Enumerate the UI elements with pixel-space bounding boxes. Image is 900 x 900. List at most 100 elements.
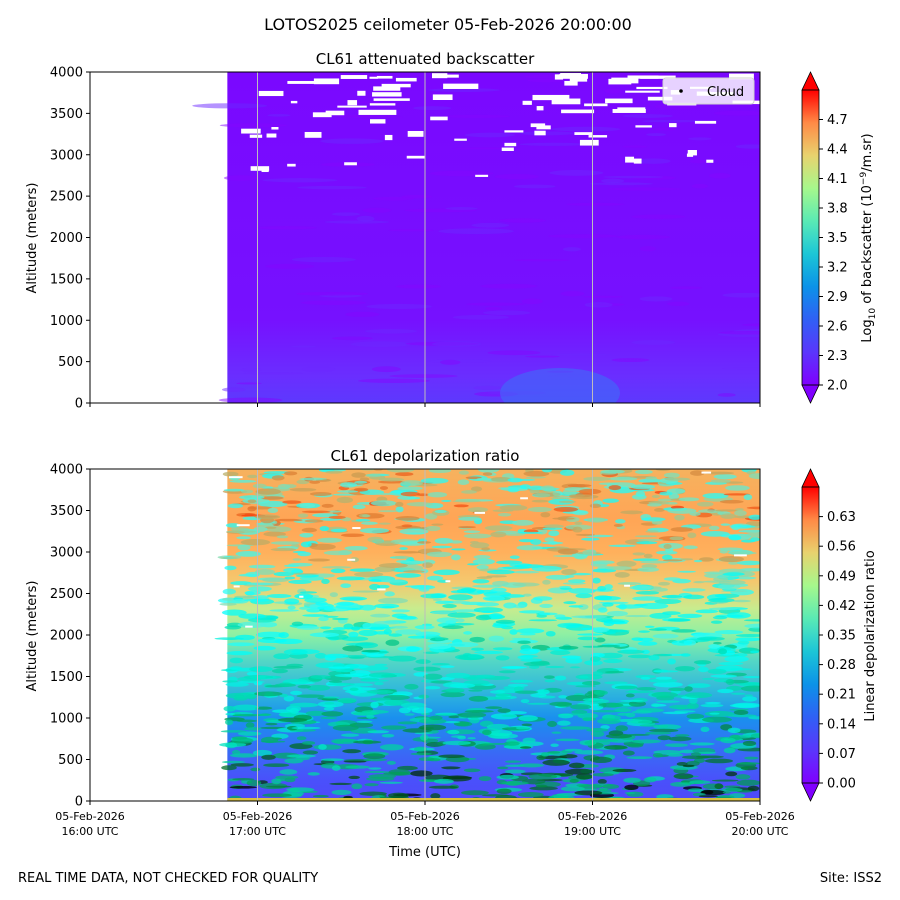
backscatter-streak bbox=[651, 127, 677, 131]
depol-speckle bbox=[636, 541, 658, 545]
depol-speckle bbox=[534, 491, 561, 498]
depol-speckle bbox=[410, 770, 433, 777]
depol-speckle bbox=[708, 644, 721, 649]
depol-speckle bbox=[440, 499, 452, 502]
depol-speckle bbox=[289, 707, 300, 714]
depol-speckle bbox=[289, 702, 319, 708]
depol-speckle bbox=[725, 485, 750, 491]
cloud-patch bbox=[501, 147, 514, 151]
depol-speckle bbox=[406, 502, 433, 507]
depol-gap bbox=[233, 585, 240, 588]
backscatter-colorbar-extend-min bbox=[801, 384, 820, 404]
depol-speckle bbox=[397, 765, 418, 771]
depol-speckle bbox=[470, 486, 483, 492]
depol-speckle bbox=[505, 711, 527, 715]
depol-speckle bbox=[575, 593, 593, 599]
depol-speckle bbox=[463, 631, 473, 635]
depol-speckle bbox=[520, 746, 532, 749]
depol-speckle bbox=[687, 788, 704, 792]
depol-speckle bbox=[581, 680, 601, 686]
depol-speckle bbox=[254, 569, 276, 575]
depol-speckle bbox=[667, 658, 676, 665]
depol-speckle bbox=[478, 776, 492, 782]
depol-speckle bbox=[349, 568, 376, 572]
depol-speckle bbox=[407, 635, 428, 639]
depol-speckle bbox=[625, 712, 636, 718]
depol-speckle bbox=[560, 786, 585, 792]
depol-speckle bbox=[359, 527, 390, 534]
depol-speckle bbox=[396, 559, 411, 563]
xtick-date-label: 05-Feb-2026 bbox=[55, 810, 124, 823]
depol-speckle bbox=[700, 789, 726, 796]
depol-speckle bbox=[443, 721, 461, 724]
depol-speckle bbox=[294, 593, 314, 600]
depol-speckle bbox=[514, 690, 539, 694]
depol-speckle bbox=[570, 704, 592, 710]
depol-speckle bbox=[711, 779, 739, 782]
depol-speckle bbox=[254, 706, 273, 710]
depol-speckle bbox=[467, 507, 489, 513]
depol-speckle bbox=[496, 774, 519, 780]
depol-speckle bbox=[604, 745, 628, 750]
depol-speckle bbox=[744, 694, 753, 697]
depol-speckle bbox=[704, 758, 734, 764]
depol-speckle bbox=[273, 571, 295, 577]
depol-speckle bbox=[374, 493, 397, 496]
depol-speckle bbox=[542, 527, 563, 531]
cloud-patch bbox=[290, 100, 298, 104]
depol-speckle bbox=[296, 736, 307, 741]
depol-speckle bbox=[743, 675, 760, 679]
depol-speckle bbox=[728, 561, 739, 565]
cloud-patch bbox=[241, 128, 261, 134]
depol-speckle bbox=[395, 525, 421, 530]
depol-speckle bbox=[327, 682, 355, 686]
depol-speckle bbox=[352, 590, 380, 593]
depol-speckle bbox=[678, 497, 700, 502]
depol-speckle bbox=[319, 626, 332, 630]
depol-speckle bbox=[561, 655, 582, 659]
depol-gap bbox=[236, 524, 250, 527]
depol-speckle bbox=[299, 606, 310, 610]
xtick-time-label: 16:00 UTC bbox=[61, 825, 118, 838]
depol-speckle bbox=[237, 544, 251, 551]
cloud-patch bbox=[258, 90, 284, 97]
depol-speckle bbox=[509, 555, 520, 560]
depolarization-ytick-label: 500 bbox=[58, 753, 83, 768]
depol-speckle bbox=[501, 781, 529, 786]
depol-speckle bbox=[489, 613, 503, 620]
depol-speckle bbox=[230, 666, 243, 671]
depol-speckle bbox=[250, 767, 261, 772]
depol-speckle bbox=[405, 560, 429, 565]
depol-speckle bbox=[452, 500, 482, 503]
depol-speckle bbox=[232, 704, 260, 711]
depol-speckle bbox=[396, 615, 417, 620]
depol-speckle bbox=[336, 576, 365, 581]
depol-speckle bbox=[247, 506, 257, 512]
backscatter-streak bbox=[296, 291, 369, 296]
depol-speckle bbox=[361, 709, 389, 714]
depol-speckle bbox=[655, 676, 673, 680]
backscatter-streak bbox=[631, 340, 676, 345]
depol-speckle bbox=[442, 625, 464, 630]
depol-speckle bbox=[707, 668, 727, 675]
backscatter-streak bbox=[262, 178, 338, 183]
depol-speckle bbox=[468, 689, 483, 692]
depol-speckle bbox=[497, 512, 512, 517]
backscatter-streak bbox=[611, 358, 650, 363]
depol-speckle bbox=[312, 573, 335, 578]
backscatter-streak bbox=[482, 310, 531, 316]
backscatter-streak bbox=[641, 119, 707, 123]
backscatter-streak bbox=[551, 126, 621, 132]
depol-speckle bbox=[671, 629, 697, 633]
depol-speckle bbox=[336, 496, 354, 504]
depol-speckle bbox=[484, 525, 513, 531]
depol-speckle bbox=[415, 659, 431, 664]
depol-speckle bbox=[224, 565, 237, 571]
depol-speckle bbox=[549, 701, 573, 707]
depol-speckle bbox=[400, 491, 421, 497]
depol-speckle bbox=[521, 723, 533, 727]
depol-speckle bbox=[735, 637, 760, 642]
depol-speckle bbox=[597, 607, 608, 613]
depol-speckle bbox=[220, 730, 247, 733]
backscatter-streak bbox=[622, 145, 648, 148]
